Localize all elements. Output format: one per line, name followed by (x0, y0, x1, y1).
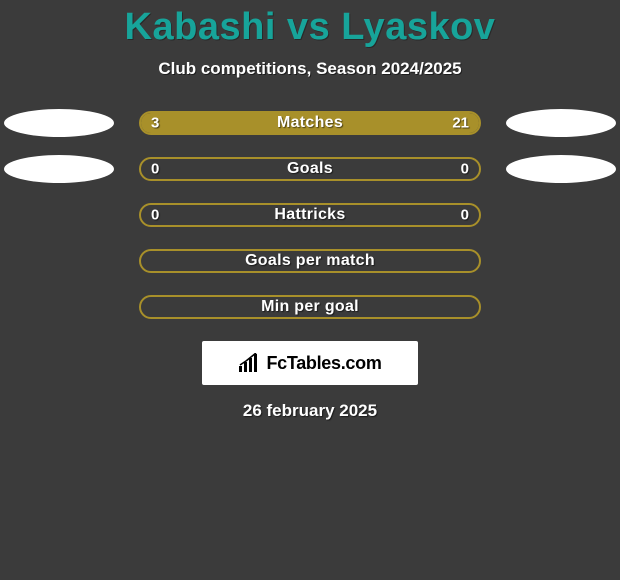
player-left-marker (4, 109, 114, 137)
stat-value-left: 0 (151, 207, 159, 224)
stat-value-right: 21 (452, 115, 469, 132)
stat-row: Min per goal (0, 295, 620, 319)
stats-container: 3 21 Matches 0 0 Goals 0 0 Hattricks Goals per ma… (0, 111, 620, 319)
stat-bar: Min per goal (139, 295, 481, 319)
stat-row: 0 0 Hattricks (0, 203, 620, 227)
stat-bar: 0 0 Hattricks (139, 203, 481, 227)
stat-label: Min per goal (261, 298, 359, 316)
player-right-marker (506, 109, 616, 137)
player-right-marker (506, 155, 616, 183)
brand-badge: FcTables.com (202, 341, 418, 385)
page-title: Kabashi vs Lyaskov (0, 0, 620, 49)
stat-value-left: 0 (151, 161, 159, 178)
stat-value-right: 0 (461, 161, 469, 178)
stat-bar: 3 21 Matches (139, 111, 481, 135)
stat-row: 3 21 Matches (0, 111, 620, 135)
stat-value-right: 0 (461, 207, 469, 224)
stat-row: 0 0 Goals (0, 157, 620, 181)
stat-value-left: 3 (151, 115, 159, 132)
stat-label: Hattricks (274, 206, 345, 224)
page-subtitle: Club competitions, Season 2024/2025 (0, 59, 620, 79)
stat-label: Goals (287, 160, 333, 178)
stat-label: Goals per match (245, 252, 375, 270)
stat-label: Matches (277, 114, 343, 132)
stat-row: Goals per match (0, 249, 620, 273)
brand-chart-icon (238, 353, 262, 373)
player-left-marker (4, 155, 114, 183)
stat-bar: Goals per match (139, 249, 481, 273)
brand-text: FcTables.com (266, 353, 381, 374)
generated-date: 26 february 2025 (0, 401, 620, 421)
stat-bar: 0 0 Goals (139, 157, 481, 181)
stat-fill-left (141, 113, 183, 133)
